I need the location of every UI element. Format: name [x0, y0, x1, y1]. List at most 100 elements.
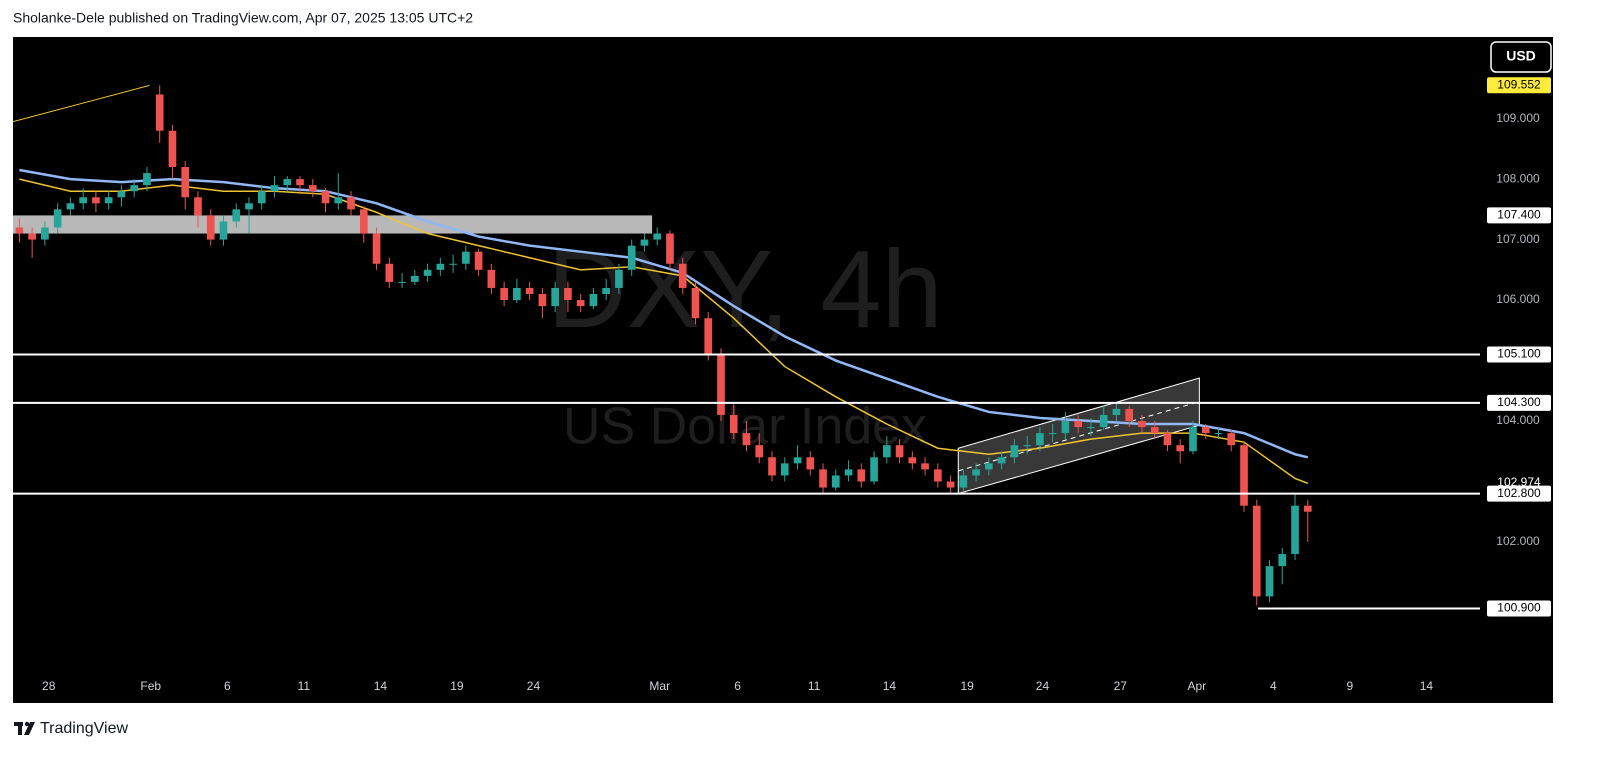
logo: [14, 721, 35, 735]
y-tick-label: 106.000: [1496, 292, 1540, 306]
price-tag-box: [1487, 346, 1551, 363]
candle-body: [1240, 445, 1248, 506]
candle-body: [41, 227, 49, 240]
channel-midline: [958, 401, 1200, 472]
candle-body: [1265, 566, 1274, 597]
y-tick-label: 109.000: [1496, 111, 1540, 125]
trendline: [13, 84, 150, 123]
x-tick-label: 14: [374, 679, 388, 693]
x-tick-label: 11: [808, 679, 821, 693]
price-tag: 109.552: [1497, 77, 1541, 91]
candle-body: [79, 197, 87, 204]
currency-button[interactable]: [1490, 41, 1552, 73]
channel: [957, 377, 1200, 495]
candle-body: [449, 263, 457, 265]
x-tick-label: 19: [450, 679, 464, 693]
candle-body: [551, 287, 559, 307]
candle-body: [1252, 505, 1261, 597]
candle-body: [1150, 427, 1159, 434]
candle-body: [959, 475, 968, 488]
x-tick-label: 11: [298, 679, 311, 693]
candle-body: [666, 233, 674, 264]
price-tag-box: [1487, 207, 1551, 224]
candle-body: [1163, 433, 1172, 446]
candle-body: [525, 287, 534, 295]
footer-brand: TradingView: [40, 720, 128, 737]
candle-body: [972, 469, 980, 476]
candle-body: [462, 251, 470, 264]
y-tick-label: 102.000: [1496, 534, 1540, 548]
candle-body: [1138, 421, 1146, 428]
price-tag: 107.400: [1497, 208, 1541, 222]
candle-body: [219, 221, 228, 240]
candle-body: [882, 445, 891, 458]
candle-body: [1010, 445, 1019, 458]
x-tick-label: 24: [1036, 679, 1050, 693]
candle-body: [1201, 427, 1210, 434]
candle-body: [1061, 421, 1070, 434]
candle-body: [283, 179, 292, 186]
candle-body: [844, 469, 853, 476]
candle-body: [1227, 433, 1236, 446]
candle-body: [589, 294, 598, 307]
price-tag: 105.100: [1497, 347, 1541, 361]
candle-body: [1074, 421, 1082, 428]
candle-body: [908, 457, 917, 464]
x-tick-label: 6: [734, 679, 741, 693]
candle-body: [296, 179, 304, 186]
candle-body: [729, 414, 738, 434]
x-tick-label: Mar: [649, 679, 670, 693]
price-tag-box: [1487, 394, 1551, 411]
candle-body: [334, 197, 343, 204]
candle-body: [1087, 427, 1095, 429]
candle-body: [155, 94, 164, 131]
candle-body: [997, 457, 1006, 464]
candle-body: [474, 251, 483, 270]
candle-body: [780, 463, 789, 476]
header: Sholanke-Dele published on TradingView.c…: [13, 10, 473, 26]
candle-body: [564, 287, 572, 301]
candle-body: [806, 457, 815, 470]
plot: [13, 84, 1312, 606]
candle-body: [372, 233, 381, 264]
candle-body: [1303, 505, 1312, 512]
candle-body: [615, 269, 623, 288]
candle-body: [487, 269, 496, 288]
candle-body: [53, 209, 62, 228]
candle-body: [678, 263, 687, 288]
y-tick-label: 104.000: [1496, 413, 1540, 427]
candle-body: [66, 203, 75, 210]
candle-body: [1048, 433, 1057, 435]
x-tick-label: 14: [1420, 679, 1434, 693]
watermark-description: US Dollar Index: [563, 398, 927, 456]
x-tick-label: Apr: [1187, 679, 1206, 693]
price-tag: 102.800: [1497, 486, 1541, 500]
candle-body: [1278, 554, 1287, 567]
candle-body: [934, 469, 942, 482]
candle-body: [742, 433, 751, 446]
candle-body: [1112, 408, 1121, 415]
candle-body: [257, 191, 266, 204]
price-tag-box: [1487, 600, 1551, 617]
candle-body: [921, 463, 929, 470]
candle-body: [28, 233, 36, 240]
candle-body: [831, 475, 840, 488]
candle-body: [691, 287, 700, 319]
candle-body: [640, 239, 649, 246]
candle-body: [411, 275, 419, 282]
candle-body: [768, 457, 776, 476]
candle-body: [308, 185, 317, 192]
candle-body: [423, 269, 432, 276]
candle-body: [985, 463, 993, 470]
candle-body: [857, 469, 866, 482]
currency[interactable]: USD: [1506, 48, 1536, 64]
x-tick-label: 24: [527, 679, 541, 693]
x-tick-label: 19: [961, 679, 975, 693]
y-tick-label: 108.000: [1496, 171, 1540, 185]
candle-body: [513, 287, 521, 301]
chart-frame: [13, 37, 1553, 703]
candle-body: [92, 197, 100, 204]
candle-body: [576, 300, 585, 307]
candle-body: [347, 197, 355, 210]
